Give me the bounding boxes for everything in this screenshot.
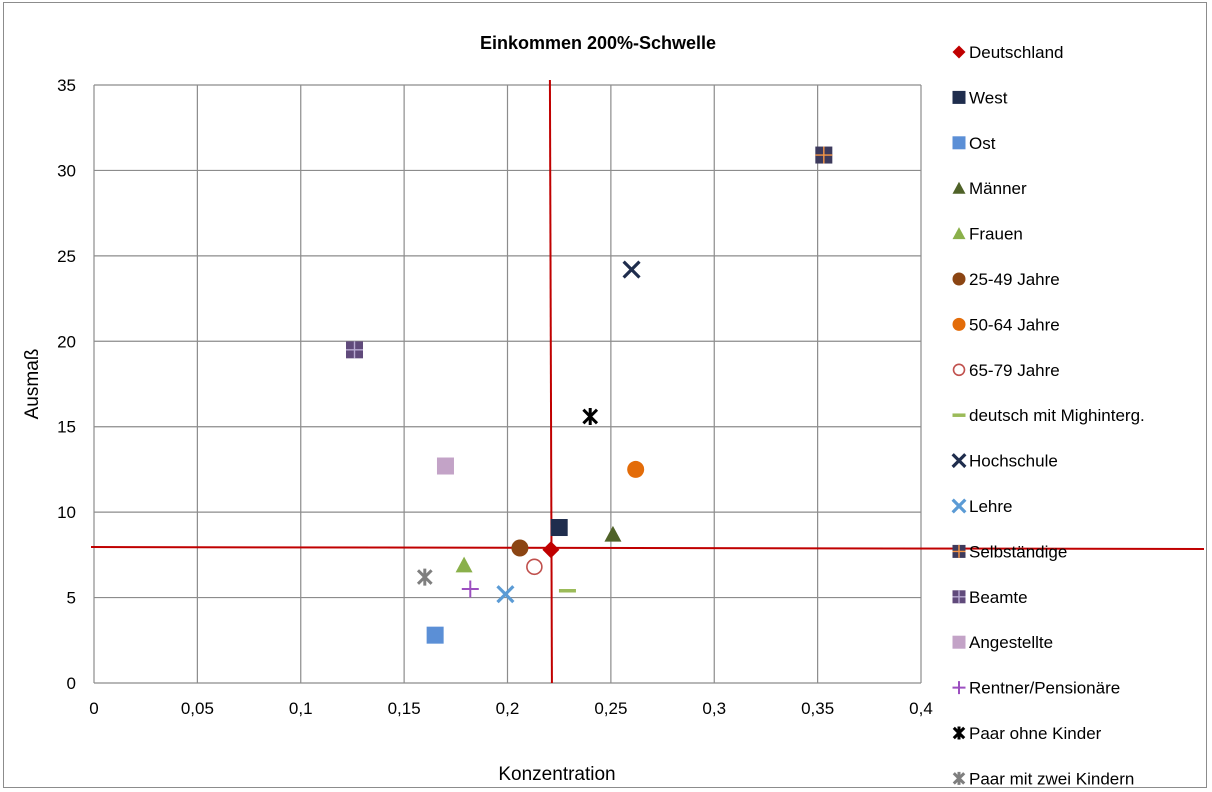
legend-marker: [952, 363, 966, 377]
legend-marker: [952, 136, 966, 150]
legend-marker: [951, 498, 967, 514]
legend-item-deutsch-mit-mighinterg: deutsch mit Mighinterg.: [952, 406, 1145, 425]
legend-label: Selbständige: [969, 542, 1067, 561]
data-point-50-64-jahre: [627, 460, 645, 478]
x-tick-label: 0,15: [388, 699, 421, 718]
chart-title: Einkommen 200%-Schwelle: [480, 33, 716, 53]
data-point-angestellte: [436, 457, 454, 475]
legend-marker: [952, 181, 966, 194]
data-point-west: [550, 519, 568, 537]
legend-label: 25-49 Jahre: [969, 270, 1060, 289]
legend-marker: [952, 227, 966, 240]
reference-line-vertical: [548, 79, 553, 684]
data-point-paar-mit-zwei-kindern: [416, 568, 433, 586]
legend-label: Paar mit zwei Kindern: [969, 769, 1134, 788]
x-tick-label: 0: [89, 699, 98, 718]
legend-label: Paar ohne Kinder: [969, 724, 1102, 743]
legend-item-ost: Ost: [952, 134, 996, 153]
legend-item-rentner-pensionaere: Rentner/Pensionäre: [952, 679, 1120, 698]
legend-label: Rentner/Pensionäre: [969, 679, 1120, 698]
legend-item-lehre: Lehre: [951, 497, 1012, 516]
y-tick-label: 30: [57, 161, 76, 180]
legend-marker: [952, 726, 966, 740]
legend-item-hochschule: Hochschule: [951, 452, 1058, 471]
x-tick-label: 0,25: [594, 699, 627, 718]
legend-item-paar-ohne-kinder: Paar ohne Kinder: [952, 724, 1102, 743]
y-tick-label: 15: [57, 418, 76, 437]
data-point-hochschule: [622, 260, 641, 279]
legend-marker: [952, 272, 966, 286]
x-tick-label: 0,4: [909, 699, 933, 718]
legend-item-beamte: Beamte: [952, 588, 1028, 607]
x-tick-label: 0,1: [289, 699, 313, 718]
data-point-beamte: [346, 341, 364, 359]
legend-item-paar-mit-zwei-kindern: Paar mit zwei Kindern: [952, 769, 1134, 788]
x-axis-title: Konzentration: [498, 764, 615, 785]
legend-item-selbstaendige: Selbständige: [952, 542, 1067, 561]
legend-item-deutschland: Deutschland: [952, 43, 1064, 62]
legend-item-west: West: [952, 88, 1008, 107]
x-tick-label: 0,3: [702, 699, 726, 718]
data-point-selbstaendige: [815, 146, 833, 164]
legend-label: 50-64 Jahre: [969, 315, 1060, 334]
legend-label: Frauen: [969, 225, 1023, 244]
x-tick-label: 0,35: [801, 699, 834, 718]
data-point-25-49-jahre: [511, 539, 529, 557]
legend-label: Beamte: [969, 588, 1028, 607]
legend-item-maenner: Männer: [952, 179, 1027, 198]
legend-marker: [952, 544, 966, 558]
legend-item-65-79-jahre: 65-79 Jahre: [952, 361, 1060, 380]
legend-item-50-64-jahre: 50-64 Jahre: [952, 315, 1060, 334]
y-tick-label: 25: [57, 247, 76, 266]
legend-label: Männer: [969, 179, 1027, 198]
legend-item-25-49-jahre: 25-49 Jahre: [952, 270, 1060, 289]
legend-marker: [952, 317, 966, 331]
data-point-frauen: [455, 556, 473, 573]
legend-label: Angestellte: [969, 633, 1053, 652]
legend-label: West: [969, 88, 1008, 107]
data-point-ost: [426, 626, 444, 644]
y-tick-label: 10: [57, 503, 76, 522]
y-tick-label: 35: [57, 76, 76, 95]
legend-marker: [952, 90, 966, 104]
legend-item-frauen: Frauen: [952, 225, 1023, 244]
legend-label: Hochschule: [969, 452, 1058, 471]
data-point-deutschland: [542, 541, 560, 559]
legend-marker: [952, 45, 966, 59]
x-tick-label: 0,05: [181, 699, 214, 718]
legend-label: Ost: [969, 134, 996, 153]
legend-marker: [952, 681, 966, 695]
y-tick-label: 5: [67, 589, 76, 608]
legend-label: Deutschland: [969, 43, 1064, 62]
reference-line-horizontal: [90, 546, 1205, 551]
legend-label: 65-79 Jahre: [969, 361, 1060, 380]
data-point-65-79-jahre: [526, 558, 543, 576]
legend-label: Lehre: [969, 497, 1012, 516]
chart-frame: [3, 2, 1207, 788]
x-tick-label: 0,2: [496, 699, 520, 718]
legend-marker: [952, 771, 966, 785]
data-point-maenner: [604, 525, 622, 542]
legend-marker: [951, 453, 967, 469]
data-point-rentner-pensionaere: [461, 580, 479, 598]
data-point-lehre: [496, 585, 515, 604]
legend-label: deutsch mit Mighinterg.: [969, 406, 1145, 425]
legend-marker: [952, 590, 966, 604]
legend-marker: [952, 635, 966, 649]
data-point-paar-ohne-kinder: [582, 407, 599, 425]
y-tick-label: 0: [67, 674, 76, 693]
y-axis-title: Ausmaß: [22, 349, 43, 420]
legend-item-angestellte: Angestellte: [952, 633, 1053, 652]
y-tick-label: 20: [57, 332, 76, 351]
